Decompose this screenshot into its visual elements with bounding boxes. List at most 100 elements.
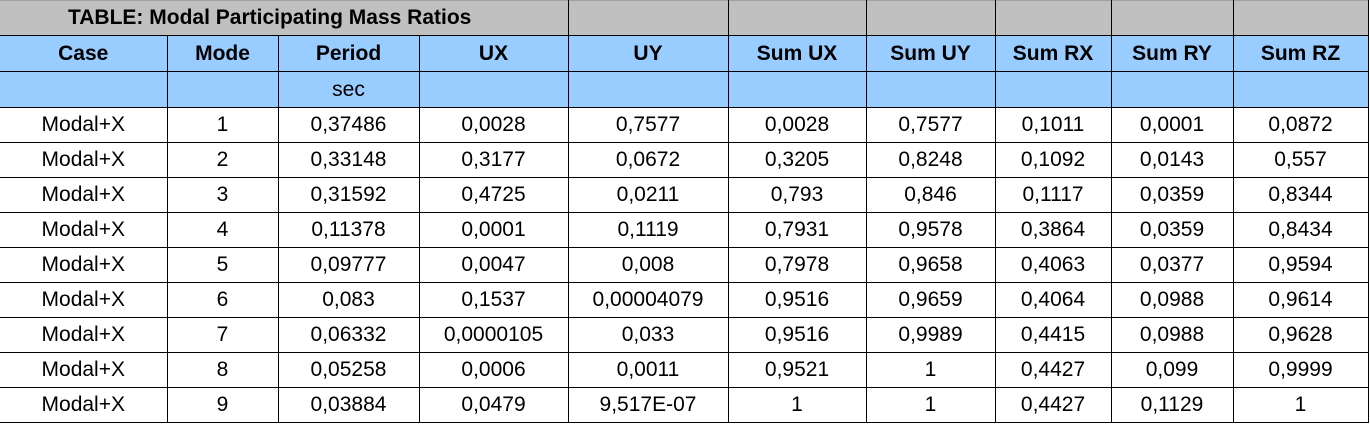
- cell[interactable]: 0,7931: [727, 212, 867, 248]
- cell[interactable]: [166, 71, 279, 108]
- cell[interactable]: 6: [166, 282, 279, 318]
- cell[interactable]: 9,517E-07: [567, 387, 729, 423]
- cell[interactable]: 0,9999: [1232, 352, 1369, 388]
- cell[interactable]: 0,0672: [567, 142, 729, 178]
- cell[interactable]: 0,03884: [277, 387, 420, 423]
- cell[interactable]: Modal+X: [0, 107, 168, 143]
- cell[interactable]: 0,11378: [277, 212, 420, 248]
- cell[interactable]: 0,9628: [1232, 317, 1369, 353]
- cell[interactable]: [567, 71, 729, 108]
- cell[interactable]: Modal+X: [0, 282, 168, 318]
- cell[interactable]: 0,00004079: [567, 282, 729, 318]
- cell[interactable]: [0, 71, 168, 108]
- cell[interactable]: 0,0988: [1110, 317, 1234, 353]
- cell[interactable]: 0,0001: [1110, 107, 1234, 143]
- table-title[interactable]: TABLE: Modal Participating Mass Ratios: [0, 0, 569, 36]
- cell[interactable]: 0,0359: [1110, 177, 1234, 213]
- cell[interactable]: 0,793: [727, 177, 867, 213]
- column-header-case[interactable]: Case: [0, 35, 168, 72]
- cell[interactable]: 0,9614: [1232, 282, 1369, 318]
- cell[interactable]: 0,0359: [1110, 212, 1234, 248]
- cell[interactable]: 0,4725: [418, 177, 569, 213]
- cell[interactable]: 3: [166, 177, 279, 213]
- cell[interactable]: 0,033: [567, 317, 729, 353]
- cell[interactable]: 0,099: [1110, 352, 1234, 388]
- cell[interactable]: 0,9659: [865, 282, 996, 318]
- cell[interactable]: 0,4064: [994, 282, 1112, 318]
- cell[interactable]: Modal+X: [0, 352, 168, 388]
- cell[interactable]: 0,0000105: [418, 317, 569, 353]
- cell[interactable]: 0,8248: [865, 142, 996, 178]
- cell[interactable]: 0,0211: [567, 177, 729, 213]
- cell[interactable]: 0,7577: [865, 107, 996, 143]
- cell[interactable]: 0,0006: [418, 352, 569, 388]
- cell[interactable]: 0,7577: [567, 107, 729, 143]
- cell[interactable]: 1: [1232, 387, 1369, 423]
- column-header-sum-rx[interactable]: Sum RX: [994, 35, 1112, 72]
- cell[interactable]: [727, 71, 867, 108]
- cell[interactable]: Modal+X: [0, 317, 168, 353]
- cell[interactable]: 0,0047: [418, 247, 569, 283]
- cell[interactable]: 0,0143: [1110, 142, 1234, 178]
- column-header-sum-ry[interactable]: Sum RY: [1110, 35, 1234, 72]
- cell[interactable]: [1232, 0, 1369, 36]
- cell[interactable]: 0,1537: [418, 282, 569, 318]
- column-header-mode[interactable]: Mode: [166, 35, 279, 72]
- cell[interactable]: Modal+X: [0, 387, 168, 423]
- cell[interactable]: 0,0872: [1232, 107, 1369, 143]
- cell[interactable]: 0,1117: [994, 177, 1112, 213]
- column-header-sum-ux[interactable]: Sum UX: [727, 35, 867, 72]
- cell[interactable]: [1232, 71, 1369, 108]
- cell[interactable]: 0,9989: [865, 317, 996, 353]
- cell[interactable]: 0,0988: [1110, 282, 1234, 318]
- cell[interactable]: 0,8434: [1232, 212, 1369, 248]
- cell[interactable]: 0,31592: [277, 177, 420, 213]
- cell[interactable]: 0,0011: [567, 352, 729, 388]
- cell[interactable]: 0,7978: [727, 247, 867, 283]
- cell[interactable]: [865, 71, 996, 108]
- cell[interactable]: Modal+X: [0, 247, 168, 283]
- cell[interactable]: 0,0028: [727, 107, 867, 143]
- cell[interactable]: 0,09777: [277, 247, 420, 283]
- cell[interactable]: 4: [166, 212, 279, 248]
- cell[interactable]: 9: [166, 387, 279, 423]
- cell[interactable]: 0,1119: [567, 212, 729, 248]
- cell[interactable]: 0,4427: [994, 387, 1112, 423]
- cell[interactable]: 0,37486: [277, 107, 420, 143]
- column-header-period[interactable]: Period: [277, 35, 420, 72]
- cell[interactable]: 2: [166, 142, 279, 178]
- cell[interactable]: [1110, 0, 1234, 36]
- cell[interactable]: 0,05258: [277, 352, 420, 388]
- column-header-ux[interactable]: UX: [418, 35, 569, 72]
- cell[interactable]: 0,1011: [994, 107, 1112, 143]
- cell[interactable]: 0,0479: [418, 387, 569, 423]
- cell[interactable]: 8: [166, 352, 279, 388]
- cell[interactable]: 1: [166, 107, 279, 143]
- cell[interactable]: 0,083: [277, 282, 420, 318]
- cell[interactable]: 0,8344: [1232, 177, 1369, 213]
- cell[interactable]: sec: [277, 71, 420, 108]
- cell[interactable]: 0,0028: [418, 107, 569, 143]
- cell[interactable]: 0,9521: [727, 352, 867, 388]
- column-header-uy[interactable]: UY: [567, 35, 729, 72]
- column-header-sum-uy[interactable]: Sum UY: [865, 35, 996, 72]
- cell[interactable]: 0,4415: [994, 317, 1112, 353]
- cell[interactable]: 5: [166, 247, 279, 283]
- cell[interactable]: 0,3864: [994, 212, 1112, 248]
- cell[interactable]: 0,9578: [865, 212, 996, 248]
- cell[interactable]: 0,1129: [1110, 387, 1234, 423]
- cell[interactable]: 0,846: [865, 177, 996, 213]
- cell[interactable]: Modal+X: [0, 142, 168, 178]
- cell[interactable]: 1: [865, 387, 996, 423]
- cell[interactable]: [994, 0, 1112, 36]
- cell[interactable]: 1: [727, 387, 867, 423]
- cell[interactable]: [994, 71, 1112, 108]
- cell[interactable]: [567, 0, 729, 36]
- cell[interactable]: [1110, 71, 1234, 108]
- cell[interactable]: 0,0001: [418, 212, 569, 248]
- cell[interactable]: 0,9658: [865, 247, 996, 283]
- column-header-sum-rz[interactable]: Sum RZ: [1232, 35, 1369, 72]
- cell[interactable]: 0,3205: [727, 142, 867, 178]
- cell[interactable]: 0,06332: [277, 317, 420, 353]
- cell[interactable]: 0,0377: [1110, 247, 1234, 283]
